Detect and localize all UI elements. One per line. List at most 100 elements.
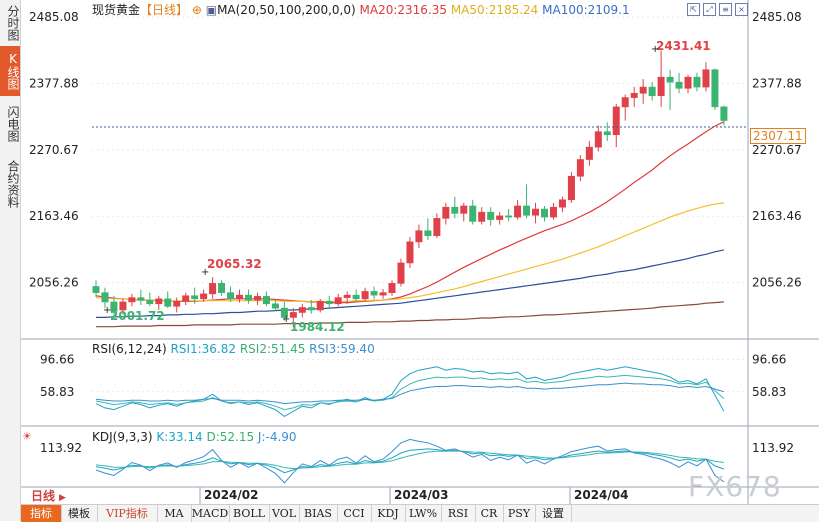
rsi2-label: RSI2:51.45 bbox=[240, 342, 309, 356]
add-icon: ⊕ bbox=[188, 3, 206, 17]
candle bbox=[128, 293, 136, 307]
candle bbox=[666, 69, 674, 110]
candle bbox=[325, 295, 333, 309]
candle bbox=[316, 298, 324, 313]
y-tick-left: 2056.26 bbox=[29, 276, 79, 290]
period-tab[interactable]: 日线 ▶ bbox=[31, 489, 66, 503]
candle-body bbox=[218, 283, 226, 293]
marker-cross: + bbox=[651, 44, 659, 55]
y-tick-right: 2056.26 bbox=[752, 276, 802, 290]
sidebar-tab-2[interactable]: 闪电图 bbox=[6, 106, 20, 142]
candle-body bbox=[289, 312, 297, 318]
candle-body bbox=[352, 294, 360, 300]
candle bbox=[119, 298, 127, 315]
candle bbox=[540, 205, 548, 222]
toolbar-item-1[interactable]: 模板 bbox=[61, 505, 98, 522]
toolbar-item-3[interactable]: MA bbox=[157, 505, 192, 522]
rsi-line-rsi3 bbox=[95, 382, 725, 405]
candle bbox=[334, 293, 342, 307]
candle-body bbox=[567, 175, 575, 201]
candle-body bbox=[298, 307, 306, 313]
candle bbox=[200, 289, 208, 302]
x-tick-label: 2024/03 bbox=[394, 488, 448, 502]
rsi-y-tick-left: 58.83 bbox=[40, 385, 74, 399]
candle bbox=[532, 202, 540, 224]
candle-body bbox=[128, 297, 136, 303]
marker-cross: + bbox=[282, 314, 290, 325]
sidebar: 分时图 K线图闪电图合约资料 bbox=[0, 0, 21, 521]
toolbar-item-2[interactable]: VIP指标 bbox=[97, 505, 158, 522]
candle-body bbox=[666, 76, 674, 83]
candle-body bbox=[612, 106, 620, 136]
toolbar-item-11[interactable]: RSI bbox=[441, 505, 476, 522]
candle-body bbox=[227, 292, 235, 300]
toolbar-item-10[interactable]: LW% bbox=[405, 505, 442, 522]
candle-body bbox=[603, 131, 611, 136]
sidebar-tab-1[interactable]: K线图 bbox=[0, 46, 20, 96]
indicator-toolbar: 指标 模板 VIP指标 MA MACD BOLL VOL BIAS CCI KDJ LW% RSI CR… bbox=[21, 504, 819, 522]
candle bbox=[603, 122, 611, 141]
candle-body bbox=[630, 92, 638, 98]
toolbar-item-8[interactable]: CCI bbox=[337, 505, 372, 522]
toolbar-item-13[interactable]: PSY bbox=[503, 505, 536, 522]
candle bbox=[720, 105, 728, 126]
candle bbox=[146, 292, 154, 307]
toolbar-item-12[interactable]: CR bbox=[475, 505, 504, 522]
sidebar-tab-0[interactable]: 分时图 bbox=[6, 5, 20, 41]
toolbar-item-5[interactable]: BOLL bbox=[229, 505, 270, 522]
toolbar-item-14[interactable]: 设置 bbox=[535, 505, 572, 522]
candle bbox=[612, 103, 620, 148]
candle bbox=[514, 199, 522, 220]
toolbar-item-6[interactable]: VOL bbox=[269, 505, 300, 522]
close-icon[interactable]: × bbox=[735, 3, 748, 16]
candle bbox=[227, 286, 235, 302]
toolbar-item-7[interactable]: BIAS bbox=[299, 505, 338, 522]
toolbar-item-9[interactable]: KDJ bbox=[371, 505, 406, 522]
candle-body bbox=[173, 301, 181, 307]
candle-body bbox=[657, 76, 665, 97]
candle bbox=[379, 288, 387, 299]
candle-body bbox=[325, 301, 333, 305]
candle bbox=[478, 207, 486, 225]
candle bbox=[657, 50, 665, 107]
candle bbox=[594, 125, 602, 152]
zoom-fit-icon[interactable]: ⇱ bbox=[687, 3, 700, 16]
candle-body bbox=[720, 106, 728, 121]
kdj-y-tick-right: 113.92 bbox=[752, 441, 794, 455]
kdj-d-label: D:52.15 bbox=[206, 430, 257, 444]
candle bbox=[244, 289, 252, 304]
candle-body bbox=[146, 299, 154, 305]
candle bbox=[505, 209, 513, 222]
candle bbox=[370, 286, 378, 299]
toolbar-item-0[interactable]: 指标 bbox=[21, 505, 62, 522]
candle-body bbox=[92, 286, 100, 293]
candle-body bbox=[558, 199, 566, 208]
candle-body bbox=[379, 292, 387, 296]
kdj-settings-icon: ☀ bbox=[22, 430, 32, 443]
low-annotation-2: 1984.12 bbox=[290, 320, 345, 334]
y-tick-left: 2377.88 bbox=[29, 76, 79, 90]
candle-body bbox=[334, 297, 342, 305]
watermark-logo: FX678 bbox=[688, 470, 782, 503]
candle bbox=[164, 291, 172, 309]
sidebar-tab-3[interactable]: 合约资料 bbox=[6, 160, 20, 208]
candle bbox=[343, 291, 351, 304]
marker-cross: + bbox=[201, 267, 209, 278]
y-tick-left: 2485.08 bbox=[29, 10, 79, 24]
expand-icon[interactable]: ⤢ bbox=[703, 3, 716, 16]
candle-body bbox=[532, 208, 540, 216]
ma20-label: MA20:2316.35 bbox=[360, 3, 451, 17]
ma-line-ma200 bbox=[96, 301, 724, 328]
candle bbox=[209, 277, 217, 299]
toolbar-item-4[interactable]: MACD bbox=[191, 505, 230, 522]
candle bbox=[460, 202, 468, 222]
candle-body bbox=[451, 206, 459, 214]
marker-cross: + bbox=[103, 305, 111, 316]
settings-icon[interactable]: ≡ bbox=[719, 3, 732, 16]
candle-body bbox=[460, 205, 468, 214]
rsi-y-tick-right: 58.83 bbox=[752, 385, 786, 399]
candle-body bbox=[262, 296, 270, 305]
candle bbox=[352, 289, 360, 302]
period-label: 【日线】 bbox=[140, 3, 188, 17]
main-header: 现货黄金【日线】 ⊕ ▣MA(20,50,100,200,0,0) MA20:2… bbox=[92, 2, 630, 17]
